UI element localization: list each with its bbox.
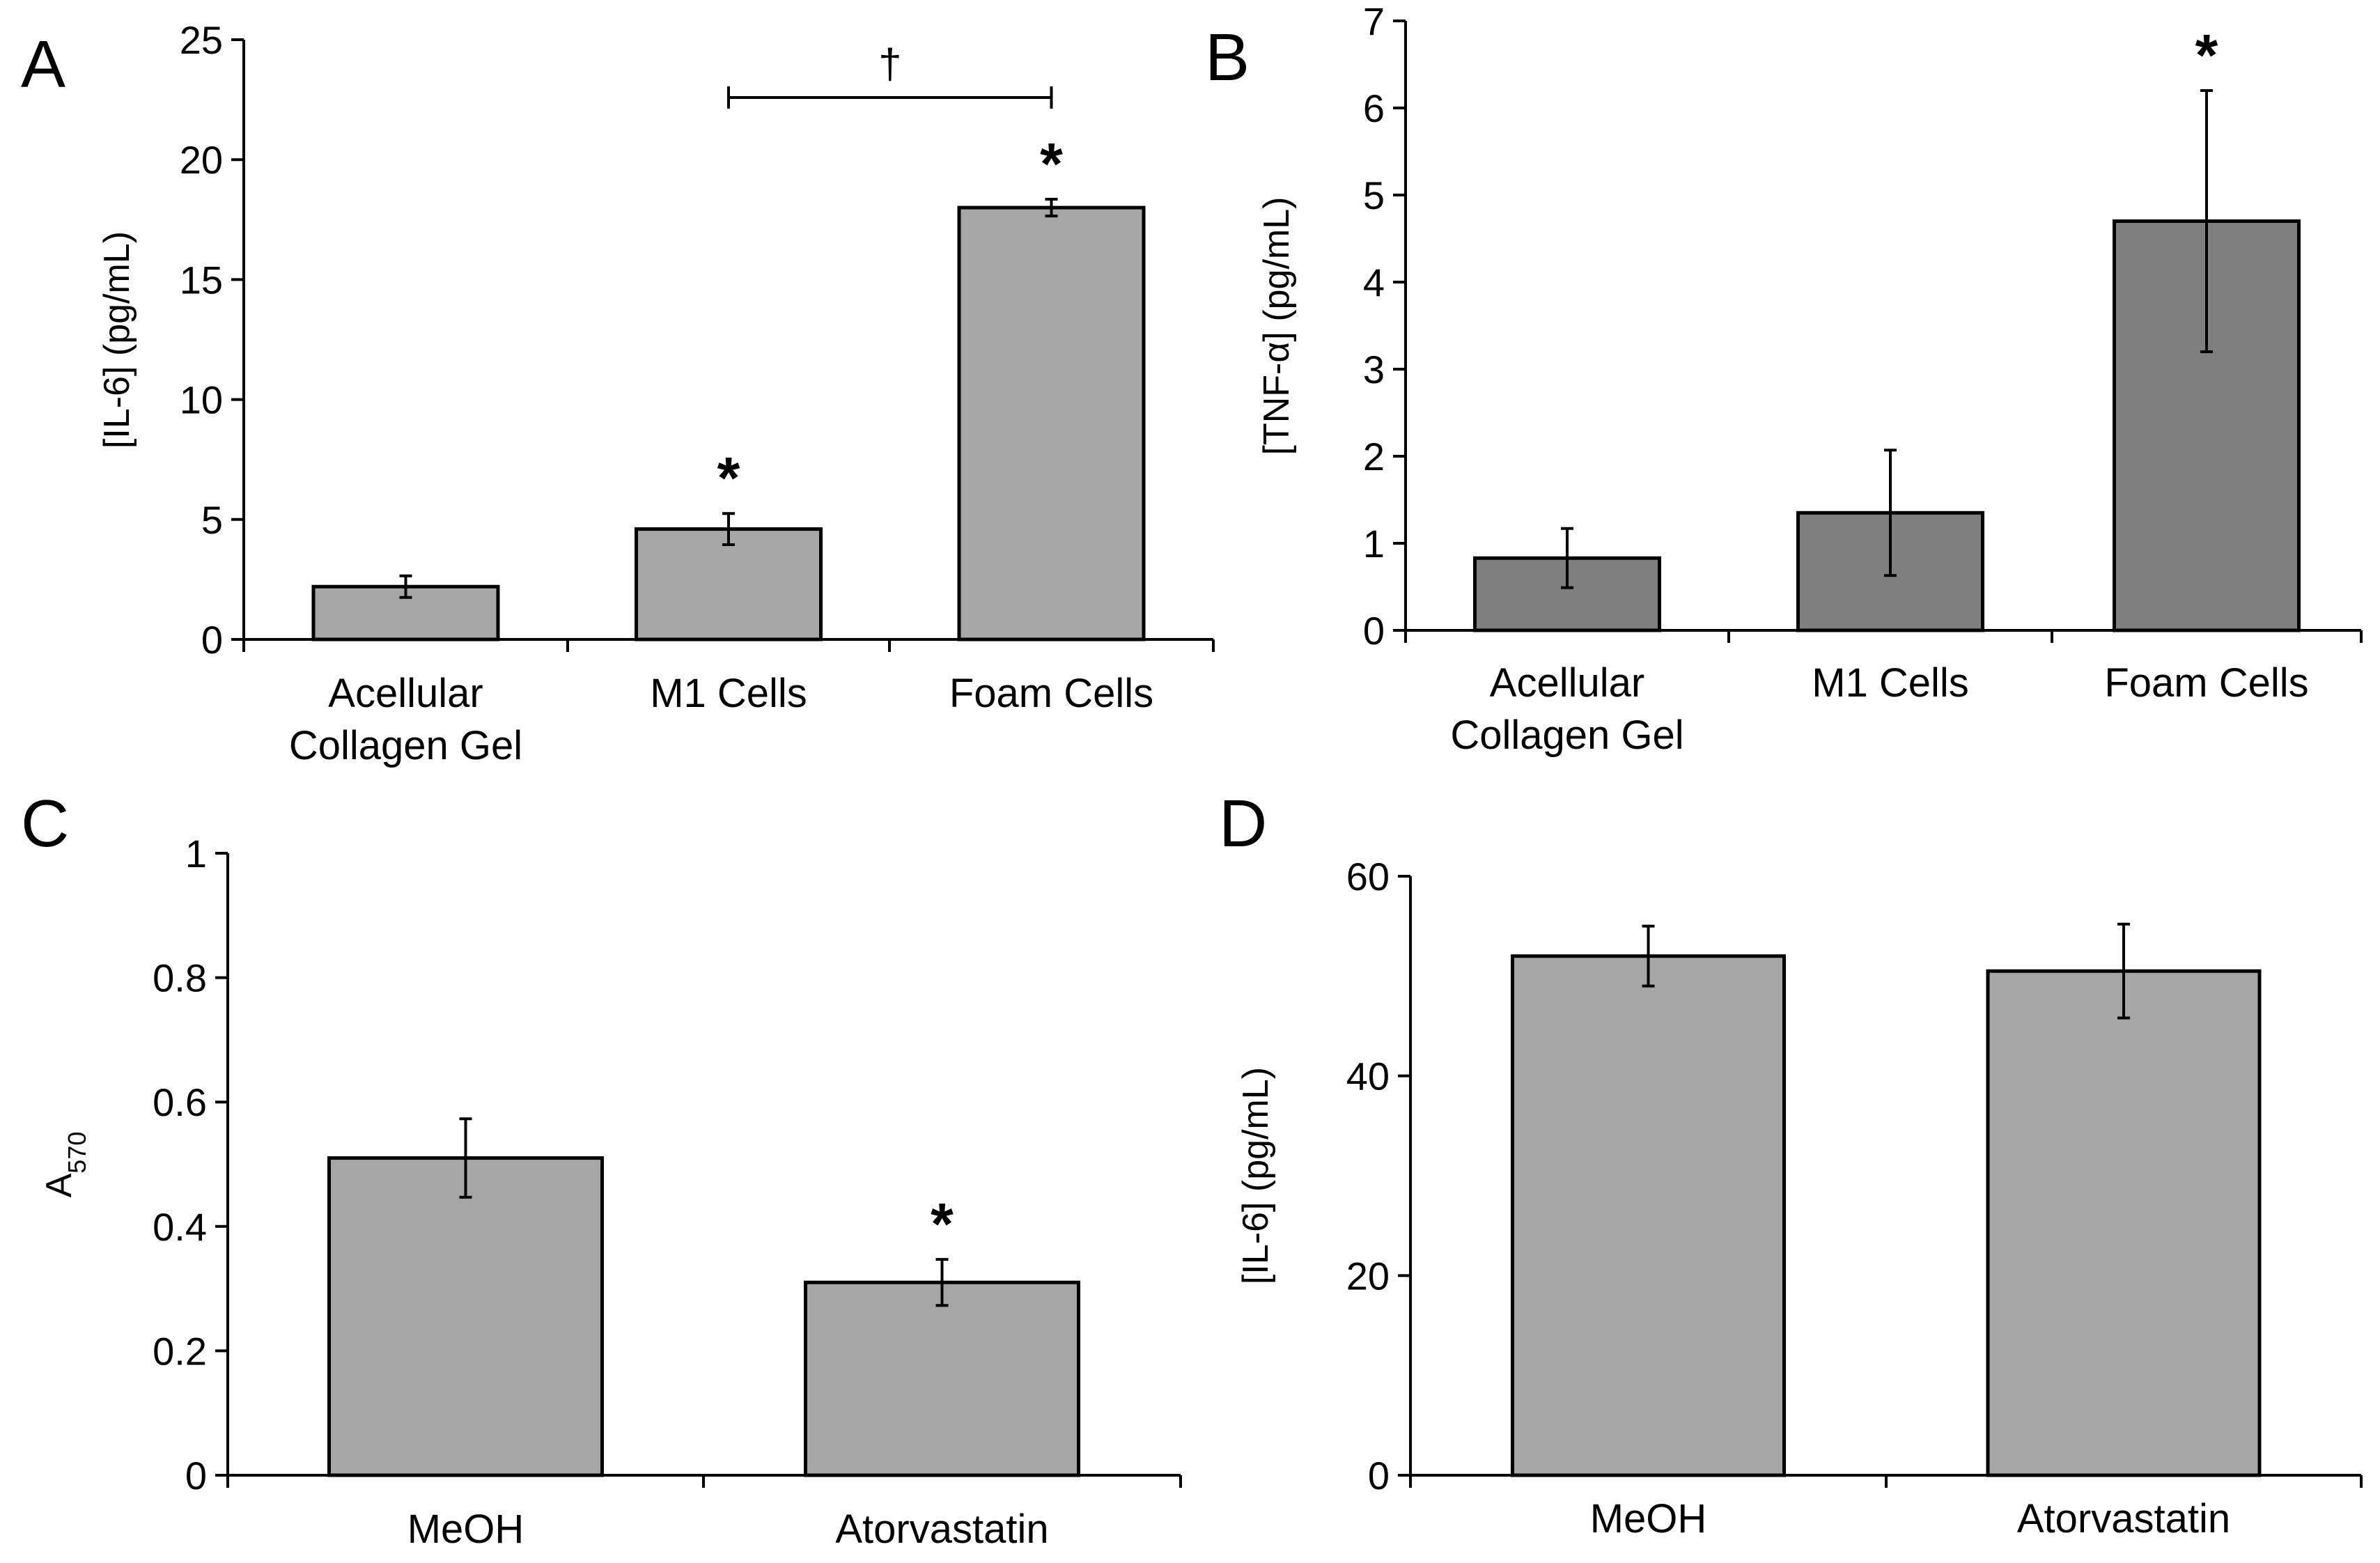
panel-b-y-tick-label: 5	[1363, 173, 1385, 217]
panel-c-y-tick-label: 0.4	[153, 1205, 207, 1249]
panel-c-y-tick-label: 1	[185, 832, 207, 876]
panel-a-category-label: Acellular	[328, 671, 483, 716]
panel-b-y-tick-label: 2	[1363, 435, 1385, 479]
panel-c-y-tick-label: 0	[185, 1454, 207, 1498]
panel-c-y-tick-label: 0.6	[153, 1080, 207, 1124]
panel-b-letter: B	[1205, 20, 1250, 95]
panel-a-significance-mark: *	[717, 445, 740, 511]
panel-a-category-label: Collagen Gel	[289, 723, 522, 768]
panel-d-y-tick-label: 20	[1346, 1254, 1390, 1298]
panel-c-significance-mark: *	[931, 1191, 954, 1257]
panel-d-y-axis-title: [IL-6] (pg/mL)	[1236, 1067, 1276, 1284]
panel-d-bar	[1511, 954, 1786, 1477]
panel-c-category-label: Atorvastatin	[835, 1507, 1048, 1552]
panel-a-y-tick-label: 15	[180, 258, 223, 302]
panel-c-bar	[327, 1156, 604, 1477]
panel-c-bar	[804, 1280, 1080, 1477]
panel-a-category-label: M1 Cells	[650, 671, 807, 716]
panel-b-y-axis-title: [TNF-α] (pg/mL)	[1257, 197, 1297, 456]
panel-d-y-tick-label: 40	[1346, 1055, 1390, 1098]
panel-a-y-tick-label: 0	[201, 618, 223, 662]
panel-a-comparison-label: †	[878, 40, 901, 87]
panel-b-y-tick-label: 3	[1363, 348, 1385, 391]
panel-b-y-tick-label: 0	[1363, 609, 1385, 653]
panel-d-letter: D	[1219, 786, 1267, 861]
panel-b-category-label: Foam Cells	[2104, 660, 2308, 706]
panel-d-y-tick-label: 60	[1346, 855, 1390, 899]
panel-b-category-label: M1 Cells	[1812, 660, 1969, 706]
panel-a-letter: A	[21, 27, 65, 102]
panel-a-significance-mark: *	[1040, 131, 1063, 196]
panel-c-y-tick-label: 0.2	[153, 1329, 207, 1373]
panel-d-bar	[1986, 969, 2262, 1477]
panel-d-category-label: MeOH	[1590, 1496, 1707, 1541]
panel-b-category-label: Collagen Gel	[1450, 713, 1683, 758]
panel-c-category-label: MeOH	[407, 1507, 524, 1552]
panel-c-y-axis-title-subscript: 570	[63, 1132, 91, 1174]
panel-a-y-tick-label: 10	[180, 378, 223, 422]
panel-a-y-axis-title: [IL-6] (pg/mL)	[97, 231, 137, 449]
panel-a-y-tick-label: 20	[180, 138, 223, 182]
panel-c-y-tick-label: 0.8	[153, 956, 207, 1000]
panel-b-y-tick-label: 7	[1363, 0, 1385, 43]
panel-b-category-label: Acellular	[1490, 660, 1644, 706]
panel-a-bar	[957, 205, 1146, 641]
panel-a-y-tick-label: 5	[201, 498, 223, 542]
panel-a-category-label: Foam Cells	[949, 671, 1153, 716]
panel-d-y-tick-label: 0	[1368, 1454, 1390, 1498]
panel-b-y-tick-label: 6	[1363, 86, 1385, 130]
panel-c-letter: C	[21, 786, 69, 861]
panel-c-y-axis-title: A570	[39, 1132, 91, 1198]
panel-b-significance-mark: *	[2195, 22, 2218, 88]
panel-b-y-tick-label: 1	[1363, 522, 1385, 566]
panel-d-category-label: Atorvastatin	[2017, 1496, 2230, 1541]
panel-a-y-tick-label: 25	[180, 18, 223, 62]
panel-b-y-tick-label: 4	[1363, 260, 1385, 304]
